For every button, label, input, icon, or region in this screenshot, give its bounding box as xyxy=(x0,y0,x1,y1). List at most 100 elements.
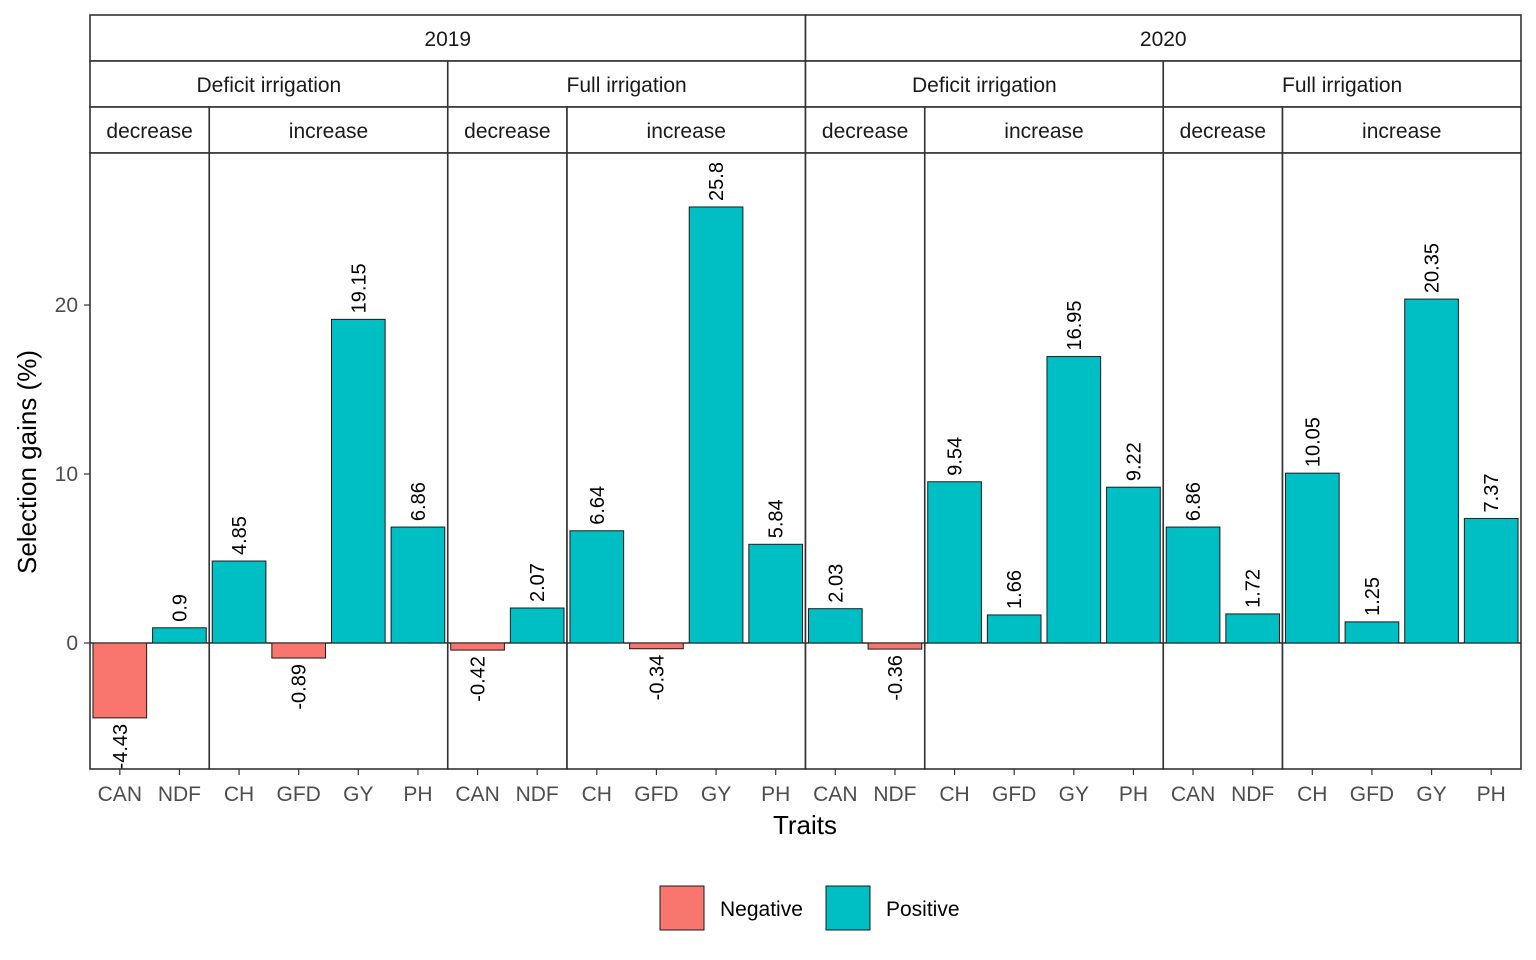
bar xyxy=(1165,526,1221,644)
bar xyxy=(509,607,565,644)
panel-background xyxy=(1163,153,1283,769)
data-label: -4.43 xyxy=(110,724,132,770)
bar xyxy=(867,642,923,650)
x-tick-label: GFD xyxy=(992,783,1036,806)
strip-year-box xyxy=(804,14,1522,62)
data-label: 1.25 xyxy=(1362,577,1384,616)
x-tick-label: CH xyxy=(224,783,254,806)
bar xyxy=(629,642,684,650)
x-axis: CAN NDF CH GFD GY PH CAN NDF CH GFD GY PH CAN NDF CH GF… xyxy=(98,769,1506,806)
data-label: -0.36 xyxy=(885,655,907,701)
facet-panels: -4.43 0.9 4.85 -0.89 19.15 6.86 -0.42 2.07 6.64 -… xyxy=(89,152,1522,770)
strip-irrigation: Deficit irrigation xyxy=(197,74,342,97)
strip-irrigation-box xyxy=(89,60,449,108)
x-axis-title: Traits xyxy=(773,810,837,840)
strip-direction: decrease xyxy=(464,120,550,143)
strip-direction: decrease xyxy=(106,120,192,143)
data-label: 10.05 xyxy=(1302,417,1324,467)
panel-bars: 6.64 -0.34 25.8 5.84 xyxy=(569,162,804,701)
bar xyxy=(271,642,327,659)
strip-irrigation: Full irrigation xyxy=(1282,74,1402,97)
legend-swatch xyxy=(659,885,705,931)
data-label: 6.64 xyxy=(587,486,609,525)
strip-direction: increase xyxy=(1362,120,1441,143)
panel-background xyxy=(567,153,806,769)
data-label: 7.37 xyxy=(1481,474,1503,513)
strip-direction: increase xyxy=(647,120,726,143)
data-label: 1.72 xyxy=(1243,569,1265,608)
x-tick-label: GY xyxy=(1059,783,1089,806)
data-label: 19.15 xyxy=(348,263,370,313)
y-axis: 0 10 20 xyxy=(55,294,90,655)
data-label: 9.54 xyxy=(945,437,967,476)
legend-label: Positive xyxy=(886,898,960,921)
x-tick-label: PH xyxy=(761,783,790,806)
strip-year-box xyxy=(89,14,807,62)
data-label: 0.9 xyxy=(169,594,191,622)
strip-irrigation: Deficit irrigation xyxy=(912,74,1057,97)
data-label: 2.03 xyxy=(825,564,847,603)
x-tick-label: CAN xyxy=(813,783,857,806)
bar xyxy=(1284,472,1340,644)
x-tick-label: GFD xyxy=(1350,783,1394,806)
data-label: 2.07 xyxy=(527,563,549,602)
data-label: -0.34 xyxy=(646,655,668,701)
panel-bars: -4.43 0.9 xyxy=(92,594,207,770)
strip-irrigation-box xyxy=(1162,60,1522,108)
bar xyxy=(1404,298,1459,644)
bar xyxy=(390,526,446,644)
panel-bars: 10.05 1.25 20.35 7.37 xyxy=(1284,243,1519,644)
y-tick-label: 10 xyxy=(55,463,78,486)
y-axis-title: Selection gains (%) xyxy=(12,350,42,574)
bar xyxy=(688,206,744,644)
strip-direction-box xyxy=(804,106,926,154)
panel-bars: 9.54 1.66 16.95 9.22 xyxy=(927,300,1161,644)
strip-year: 2020 xyxy=(1140,28,1187,51)
x-tick-label: CAN xyxy=(455,783,499,806)
data-label: 1.66 xyxy=(1004,570,1026,609)
strip-direction: increase xyxy=(289,120,368,143)
data-label: 6.86 xyxy=(408,482,430,521)
x-tick-label: GY xyxy=(1416,783,1446,806)
panel-background xyxy=(805,153,925,769)
strip-direction-box xyxy=(446,106,568,154)
data-label: -0.42 xyxy=(468,656,490,702)
x-tick-label: CH xyxy=(582,783,612,806)
data-label: 9.22 xyxy=(1123,442,1145,481)
data-label: -0.89 xyxy=(289,664,311,710)
legend: Negative Positive xyxy=(659,885,960,931)
x-tick-label: NDF xyxy=(873,783,916,806)
x-tick-label: PH xyxy=(1477,783,1506,806)
x-tick-label: NDF xyxy=(158,783,201,806)
panel-border xyxy=(1281,152,1522,770)
x-tick-label: CAN xyxy=(98,783,142,806)
bar xyxy=(1344,621,1400,644)
panel-background xyxy=(924,153,1164,769)
panel-bars: 4.85 -0.89 19.15 6.86 xyxy=(211,263,446,710)
x-tick-label: CAN xyxy=(1171,783,1215,806)
bar xyxy=(986,614,1042,644)
x-tick-label: CH xyxy=(1297,783,1327,806)
strip-direction: increase xyxy=(1004,120,1083,143)
legend-label: Negative xyxy=(720,898,803,921)
bar xyxy=(807,608,863,644)
x-tick-label: PH xyxy=(403,783,432,806)
x-tick-label: GY xyxy=(701,783,731,806)
bar xyxy=(330,318,386,644)
bar xyxy=(1463,517,1519,644)
bar xyxy=(1106,486,1161,644)
x-tick-label: NDF xyxy=(1231,783,1274,806)
data-label: 4.85 xyxy=(229,516,251,555)
x-tick-label: GFD xyxy=(634,783,678,806)
panel-background xyxy=(447,153,567,769)
x-tick-label: GY xyxy=(343,783,373,806)
bar xyxy=(92,642,148,719)
bar xyxy=(450,642,505,651)
bar xyxy=(927,481,982,644)
data-label: 16.95 xyxy=(1064,300,1086,350)
x-tick-label: NDF xyxy=(516,783,559,806)
x-tick-label: PH xyxy=(1119,783,1148,806)
bar xyxy=(1046,356,1102,644)
bar xyxy=(1225,613,1281,644)
